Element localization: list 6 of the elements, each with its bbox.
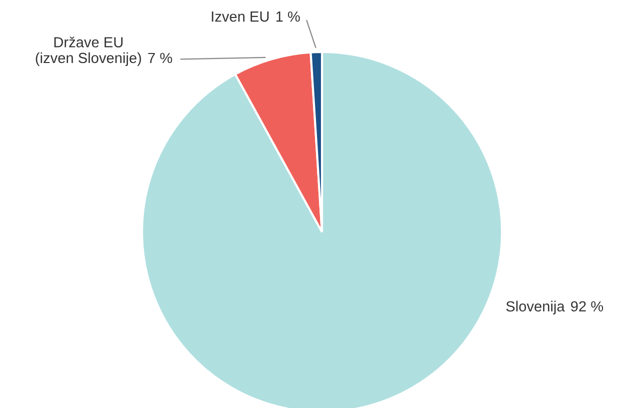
data-label: 7 % [148, 52, 172, 64]
slice-label: Države EU (izven Slovenije) [36, 36, 142, 66]
slice-label: Izven EU [212, 12, 269, 22]
slice-label: Slovenija [506, 300, 565, 314]
data-label: 92 % [571, 301, 604, 312]
data-label: 1 % [276, 11, 300, 22]
